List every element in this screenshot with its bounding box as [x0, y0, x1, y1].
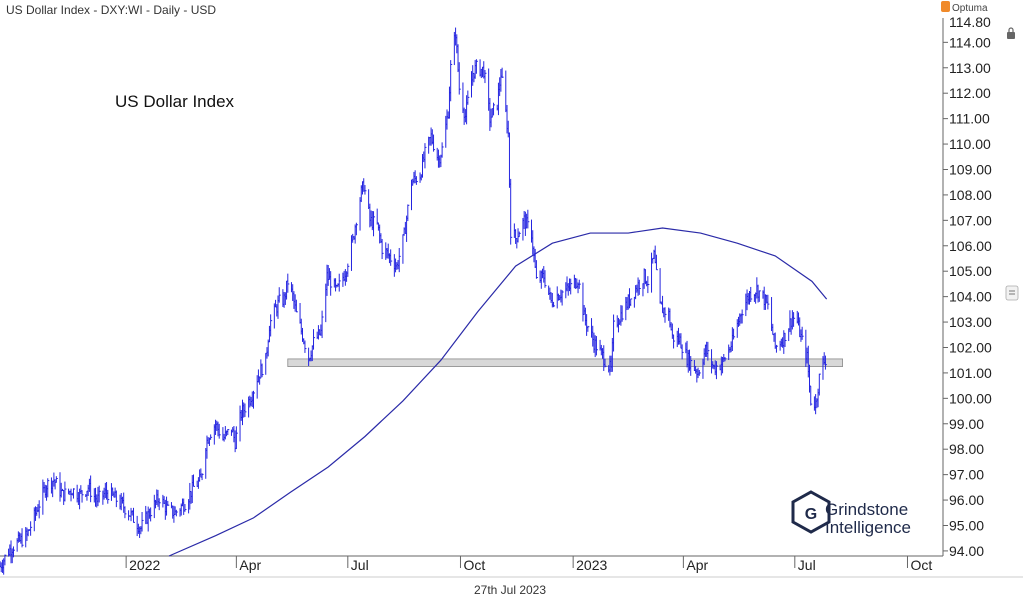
y-tick-label: 114.00 — [949, 34, 991, 50]
y-tick-label: 94.00 — [949, 543, 984, 559]
y-tick-label: 110.00 — [949, 136, 991, 152]
y-tick-label: 104.00 — [949, 289, 992, 305]
chart-header-title: US Dollar Index - DXY:WI - Daily - USD — [6, 3, 216, 17]
x-tick-label: Oct — [463, 557, 485, 573]
date-label: 27th Jul 2023 — [474, 583, 546, 597]
chart-annotation: US Dollar Index — [115, 92, 235, 111]
brand-name: Optuma — [952, 3, 988, 14]
y-tick-label: 105.00 — [949, 263, 992, 279]
axis-frame — [0, 18, 1023, 578]
y-tick-label: 106.00 — [949, 238, 992, 254]
x-tick-label: 2022 — [129, 557, 160, 573]
x-tick-label: Apr — [686, 557, 708, 573]
y-tick-label: 103.00 — [949, 314, 992, 330]
grindstone-logo-icon: G — [791, 490, 831, 534]
watermark: G Grindstone Intelligence — [791, 490, 911, 537]
watermark-line1: Grindstone — [825, 500, 908, 519]
watermark-line2: Intelligence — [825, 518, 911, 537]
y-tick-label: 96.00 — [949, 492, 984, 508]
y-tick-label: 111.00 — [949, 111, 990, 127]
y-tick-label: 98.00 — [949, 441, 984, 457]
watermark-glyph: G — [805, 506, 817, 523]
toolbar-icon[interactable] — [1005, 285, 1019, 301]
y-tick-label: 101.00 — [949, 365, 992, 381]
y-tick-label: 97.00 — [949, 467, 984, 483]
moving-average-line — [168, 227, 828, 557]
brand: Optuma — [941, 1, 988, 14]
y-tick-label: 102.00 — [949, 339, 992, 355]
lock-icon[interactable] — [1007, 27, 1015, 39]
y-tick-label: 95.00 — [949, 517, 984, 533]
x-tick-label: Jul — [351, 557, 369, 573]
support-band — [287, 358, 843, 367]
y-tick-label: 100.00 — [949, 390, 992, 406]
y-axis-ticks: 94.00 95.00 96.00 97.00 98.00 99.00 100.00 101.… — [943, 34, 992, 559]
x-tick-label: Oct — [910, 557, 932, 573]
y-tick-label: 113.00 — [949, 60, 991, 76]
price-series — [0, 27, 827, 575]
y-tick-label: 112.00 — [949, 85, 991, 101]
y-tick-label: 108.00 — [949, 187, 992, 203]
y-tick-top-label: 114.80 — [949, 14, 991, 30]
y-tick-label: 107.00 — [949, 212, 992, 228]
y-tick-label: 99.00 — [949, 416, 984, 432]
x-tick-label: Apr — [239, 557, 261, 573]
x-tick-label: 2023 — [576, 557, 607, 573]
x-axis-ticks: 2022 Apr Jul Oct 2023 Apr Jul Oct — [125, 556, 932, 573]
optuma-logo-icon — [941, 1, 950, 12]
x-tick-label: Jul — [798, 557, 816, 573]
y-tick-label: 109.00 — [949, 161, 992, 177]
